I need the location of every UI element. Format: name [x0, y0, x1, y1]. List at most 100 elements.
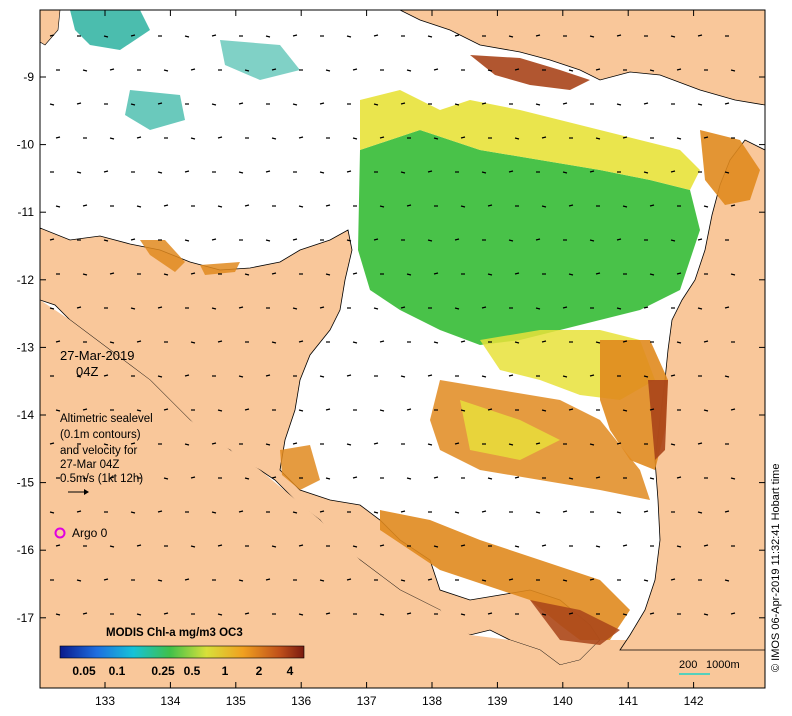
velocity-arrow	[271, 272, 277, 275]
velocity-arrow	[238, 306, 244, 309]
velocity-arrow	[292, 238, 298, 241]
velocity-arrow	[130, 307, 136, 310]
velocity-arrow	[508, 443, 514, 446]
velocity-arrow	[541, 544, 547, 547]
colorbar-tick-label: 4	[287, 664, 294, 678]
velocity-arrow	[460, 409, 466, 412]
velocity-arrow	[157, 579, 163, 582]
velocity-arrow	[184, 578, 190, 581]
velocity-arrow	[379, 613, 385, 616]
legend-line-5: 0.5m/s (1kt 12h)	[60, 473, 143, 485]
velocity-arrow	[643, 510, 649, 513]
velocity-arrow	[130, 442, 136, 445]
velocity-arrow	[433, 545, 439, 548]
velocity-arrow	[325, 477, 331, 480]
velocity-arrow	[427, 578, 433, 581]
x-tick-label: 137	[357, 694, 377, 708]
velocity-arrow	[298, 340, 304, 343]
velocity-arrow	[103, 170, 109, 173]
velocity-arrow	[157, 510, 163, 513]
velocity-arrow	[406, 612, 412, 615]
depth-label: 1000m	[706, 659, 740, 671]
velocity-arrow	[514, 68, 520, 71]
velocity-arrow	[487, 477, 493, 480]
x-tick-label: 138	[422, 694, 442, 708]
velocity-arrow	[157, 375, 163, 378]
velocity-arrow	[325, 69, 331, 72]
velocity-arrow	[373, 238, 379, 241]
velocity-arrow	[346, 239, 352, 242]
velocity-arrow	[163, 477, 169, 480]
velocity-arrow	[562, 171, 568, 174]
colorbar	[59, 645, 305, 659]
velocity-arrow	[427, 374, 433, 377]
velocity-arrow	[454, 103, 460, 106]
velocity-arrow	[352, 341, 358, 344]
velocity-arrow	[136, 409, 142, 412]
velocity-arrow	[163, 612, 169, 615]
velocity-arrow	[163, 69, 169, 72]
velocity-arrow	[292, 103, 298, 106]
velocity-arrow	[103, 374, 109, 377]
velocity-arrow	[55, 136, 61, 139]
velocity-arrow	[568, 408, 574, 411]
velocity-arrow	[406, 69, 412, 72]
velocity-arrow	[109, 341, 115, 344]
velocity-arrow	[622, 613, 628, 616]
velocity-arrow	[400, 171, 406, 174]
velocity-arrow	[244, 204, 250, 207]
velocity-arrow	[589, 35, 595, 38]
velocity-arrow	[55, 409, 61, 412]
velocity-arrow	[271, 341, 277, 344]
velocity-arrow	[562, 579, 568, 582]
velocity-arrow	[76, 579, 82, 582]
velocity-arrow	[217, 544, 223, 547]
velocity-arrow	[562, 102, 568, 105]
velocity-arrow	[481, 171, 487, 174]
velocity-arrow	[265, 35, 271, 38]
velocity-arrow	[676, 545, 682, 548]
y-tick-label: -14	[17, 408, 35, 422]
velocity-arrow	[298, 409, 304, 412]
velocity-arrow	[568, 273, 574, 276]
velocity-arrow	[346, 374, 352, 377]
velocity-arrow	[49, 511, 55, 514]
velocity-arrow	[325, 273, 331, 276]
velocity-arrow	[319, 306, 325, 309]
colorbar-title: MODIS Chl-a mg/m3 OC3	[106, 627, 243, 639]
velocity-arrow	[157, 306, 163, 309]
velocity-arrow	[244, 408, 250, 411]
x-tick-label: 139	[487, 694, 507, 708]
argo-label: Argo 0	[72, 526, 108, 540]
velocity-arrow	[298, 613, 304, 616]
velocity-arrow	[427, 239, 433, 242]
velocity-arrow	[595, 545, 601, 548]
y-tick-label: -10	[17, 138, 35, 152]
velocity-arrow	[76, 171, 82, 174]
velocity-arrow	[103, 443, 109, 446]
velocity-arrow	[703, 544, 709, 547]
velocity-arrow	[643, 102, 649, 105]
velocity-arrow	[460, 544, 466, 547]
velocity-arrow	[568, 69, 574, 72]
velocity-arrow	[109, 68, 115, 71]
legend-line-2: (0.1m contours)	[60, 429, 141, 441]
velocity-arrow	[352, 137, 358, 140]
velocity-arrow	[643, 579, 649, 582]
colorbar-tick-label: 0.5	[184, 664, 201, 678]
velocity-arrow	[109, 545, 115, 548]
velocity-arrow	[292, 34, 298, 37]
velocity-arrow	[238, 579, 244, 582]
velocity-arrow	[184, 239, 190, 242]
velocity-arrow	[109, 272, 115, 275]
velocity-arrow	[730, 612, 736, 615]
velocity-arrow	[244, 612, 250, 615]
velocity-arrow	[622, 544, 628, 547]
velocity-arrow	[76, 375, 82, 378]
velocity-arrow	[676, 476, 682, 479]
velocity-arrow	[676, 272, 682, 275]
velocity-arrow	[460, 340, 466, 343]
velocity-arrow	[622, 205, 628, 208]
velocity-arrow	[379, 544, 385, 547]
velocity-arrow	[568, 477, 574, 480]
